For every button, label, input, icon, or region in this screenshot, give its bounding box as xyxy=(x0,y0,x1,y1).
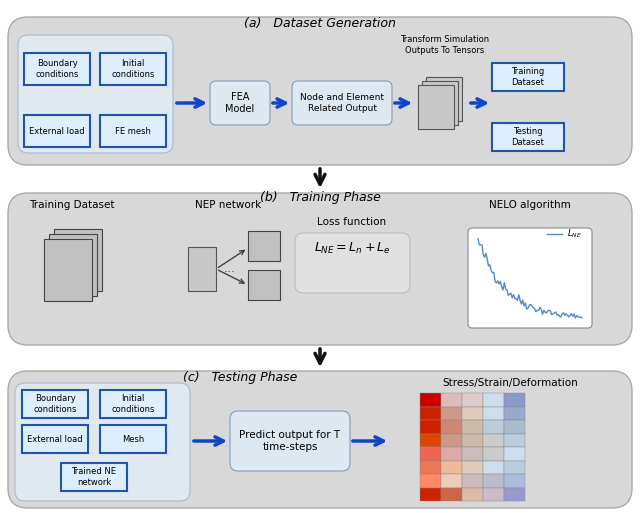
FancyBboxPatch shape xyxy=(210,81,270,125)
FancyBboxPatch shape xyxy=(504,420,525,433)
FancyBboxPatch shape xyxy=(292,81,392,125)
FancyBboxPatch shape xyxy=(248,231,280,261)
FancyBboxPatch shape xyxy=(483,487,504,501)
Text: Boundary
conditions: Boundary conditions xyxy=(33,394,77,413)
FancyBboxPatch shape xyxy=(483,406,504,420)
FancyBboxPatch shape xyxy=(100,390,166,418)
FancyBboxPatch shape xyxy=(462,474,483,487)
Text: $L_{NE}$: $L_{NE}$ xyxy=(567,227,582,240)
FancyBboxPatch shape xyxy=(483,447,504,461)
Text: Predict output for T
time-steps: Predict output for T time-steps xyxy=(239,430,340,452)
FancyBboxPatch shape xyxy=(462,461,483,474)
FancyBboxPatch shape xyxy=(420,406,441,420)
Text: Transform Simulation
Outputs To Tensors: Transform Simulation Outputs To Tensors xyxy=(401,35,490,55)
Text: FEA
Model: FEA Model xyxy=(225,92,255,114)
FancyBboxPatch shape xyxy=(462,420,483,433)
Text: Training Dataset: Training Dataset xyxy=(29,200,115,210)
FancyBboxPatch shape xyxy=(462,406,483,420)
FancyBboxPatch shape xyxy=(441,393,462,406)
FancyBboxPatch shape xyxy=(504,393,525,406)
FancyBboxPatch shape xyxy=(420,433,441,447)
FancyBboxPatch shape xyxy=(483,393,504,406)
Text: ...: ... xyxy=(224,263,236,275)
FancyBboxPatch shape xyxy=(61,463,127,491)
FancyBboxPatch shape xyxy=(420,474,441,487)
FancyBboxPatch shape xyxy=(420,420,441,433)
Text: External load: External load xyxy=(27,435,83,444)
FancyBboxPatch shape xyxy=(504,447,525,461)
FancyBboxPatch shape xyxy=(230,411,350,471)
FancyBboxPatch shape xyxy=(462,393,483,406)
Text: Loss function: Loss function xyxy=(317,217,387,227)
FancyBboxPatch shape xyxy=(420,487,441,501)
Text: NEP network: NEP network xyxy=(195,200,261,210)
FancyBboxPatch shape xyxy=(24,115,90,147)
FancyBboxPatch shape xyxy=(418,85,454,129)
Text: Node and Element
Related Output: Node and Element Related Output xyxy=(300,93,384,113)
FancyBboxPatch shape xyxy=(504,474,525,487)
FancyBboxPatch shape xyxy=(248,270,280,300)
Text: $L_{NE} = L_n + L_e$: $L_{NE} = L_n + L_e$ xyxy=(314,241,390,255)
FancyBboxPatch shape xyxy=(441,420,462,433)
FancyBboxPatch shape xyxy=(441,474,462,487)
Text: (c)   Testing Phase: (c) Testing Phase xyxy=(183,371,297,385)
Text: Training
Dataset: Training Dataset xyxy=(511,67,545,87)
FancyBboxPatch shape xyxy=(100,115,166,147)
FancyBboxPatch shape xyxy=(8,193,632,345)
FancyBboxPatch shape xyxy=(22,425,88,453)
FancyBboxPatch shape xyxy=(504,487,525,501)
FancyBboxPatch shape xyxy=(492,63,564,91)
FancyBboxPatch shape xyxy=(24,53,90,85)
FancyBboxPatch shape xyxy=(420,447,441,461)
FancyBboxPatch shape xyxy=(422,81,458,125)
Text: NELO algorithm: NELO algorithm xyxy=(489,200,571,210)
FancyBboxPatch shape xyxy=(8,371,632,508)
FancyBboxPatch shape xyxy=(441,487,462,501)
FancyBboxPatch shape xyxy=(504,406,525,420)
FancyBboxPatch shape xyxy=(295,233,410,293)
FancyBboxPatch shape xyxy=(483,420,504,433)
Text: Initial
conditions: Initial conditions xyxy=(111,60,155,78)
Text: Mesh: Mesh xyxy=(122,435,144,444)
Text: Stress/Strain/Deformation: Stress/Strain/Deformation xyxy=(442,378,578,388)
Text: Boundary
conditions: Boundary conditions xyxy=(35,60,79,78)
Text: (a)   Dataset Generation: (a) Dataset Generation xyxy=(244,16,396,30)
Text: Trained NE
network: Trained NE network xyxy=(72,467,116,487)
FancyBboxPatch shape xyxy=(468,228,592,328)
Text: Testing
Dataset: Testing Dataset xyxy=(511,127,545,147)
FancyBboxPatch shape xyxy=(188,247,216,291)
FancyBboxPatch shape xyxy=(15,383,190,501)
FancyBboxPatch shape xyxy=(44,239,92,301)
FancyBboxPatch shape xyxy=(8,17,632,165)
FancyBboxPatch shape xyxy=(18,35,173,153)
FancyBboxPatch shape xyxy=(426,77,462,121)
FancyBboxPatch shape xyxy=(462,487,483,501)
FancyBboxPatch shape xyxy=(22,390,88,418)
FancyBboxPatch shape xyxy=(100,53,166,85)
FancyBboxPatch shape xyxy=(54,229,102,291)
Text: Initial
conditions: Initial conditions xyxy=(111,394,155,413)
FancyBboxPatch shape xyxy=(441,447,462,461)
FancyBboxPatch shape xyxy=(504,433,525,447)
FancyBboxPatch shape xyxy=(441,461,462,474)
FancyBboxPatch shape xyxy=(462,447,483,461)
Text: External load: External load xyxy=(29,127,85,135)
FancyBboxPatch shape xyxy=(483,461,504,474)
FancyBboxPatch shape xyxy=(441,406,462,420)
FancyBboxPatch shape xyxy=(492,123,564,151)
FancyBboxPatch shape xyxy=(420,393,441,406)
FancyBboxPatch shape xyxy=(100,425,166,453)
FancyBboxPatch shape xyxy=(483,474,504,487)
FancyBboxPatch shape xyxy=(420,461,441,474)
FancyBboxPatch shape xyxy=(483,433,504,447)
FancyBboxPatch shape xyxy=(504,461,525,474)
FancyBboxPatch shape xyxy=(49,234,97,296)
FancyBboxPatch shape xyxy=(462,433,483,447)
Text: FE mesh: FE mesh xyxy=(115,127,151,135)
Text: (b)   Training Phase: (b) Training Phase xyxy=(260,191,380,205)
FancyBboxPatch shape xyxy=(441,433,462,447)
